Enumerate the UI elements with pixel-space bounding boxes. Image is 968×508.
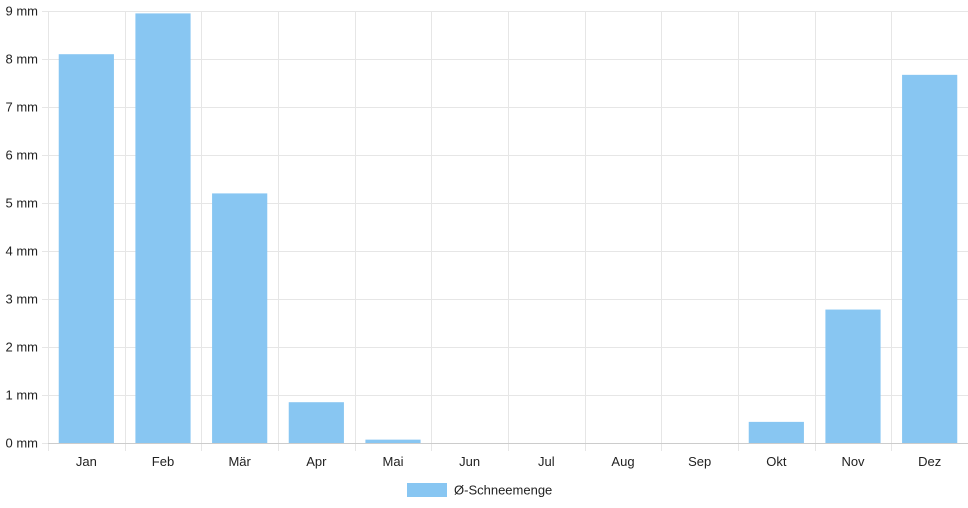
x-tick-label: Feb xyxy=(152,454,174,469)
bar-dez[interactable] xyxy=(902,74,958,443)
bar-jan[interactable] xyxy=(58,54,114,443)
bar-feb[interactable] xyxy=(135,13,191,444)
bar-mai[interactable] xyxy=(365,439,421,443)
x-tick-label: Apr xyxy=(306,454,327,469)
y-tick-label: 7 mm xyxy=(6,100,39,115)
y-tick-label: 0 mm xyxy=(6,436,39,451)
x-tick-label: Aug xyxy=(611,454,634,469)
y-tick-label: 9 mm xyxy=(6,4,39,19)
legend[interactable]: Ø-Schneemenge xyxy=(407,483,552,498)
axes: 0 mm 1 mm 2 mm 3 mm 4 mm 5 mm 6 mm 7 mm 8 mm 9 mm… xyxy=(6,4,968,469)
legend-swatch xyxy=(407,483,447,497)
y-tick-label: 8 mm xyxy=(6,52,39,67)
y-tick-label: 2 mm xyxy=(6,340,39,355)
x-tick-label: Jul xyxy=(538,454,555,469)
bar-okt[interactable] xyxy=(748,421,804,443)
bars xyxy=(58,13,958,444)
bar-mär[interactable] xyxy=(212,193,268,443)
x-tick-label: Mär xyxy=(228,454,251,469)
x-tick-label: Nov xyxy=(841,454,865,469)
x-tick-label: Jan xyxy=(76,454,97,469)
grid-lines xyxy=(42,11,968,451)
y-tick-label: 5 mm xyxy=(6,196,39,211)
y-tick-label: 3 mm xyxy=(6,292,39,307)
x-tick-label: Sep xyxy=(688,454,711,469)
legend-label: Ø-Schneemenge xyxy=(454,483,552,498)
y-tick-label: 1 mm xyxy=(6,388,39,403)
y-tick-label: 4 mm xyxy=(6,244,39,259)
bar-apr[interactable] xyxy=(288,402,344,443)
x-tick-label: Mai xyxy=(383,454,404,469)
x-tick-label: Dez xyxy=(918,454,941,469)
y-tick-label: 6 mm xyxy=(6,148,39,163)
x-tick-label: Jun xyxy=(459,454,480,469)
bar-nov[interactable] xyxy=(825,309,881,443)
x-tick-label: Okt xyxy=(766,454,787,469)
